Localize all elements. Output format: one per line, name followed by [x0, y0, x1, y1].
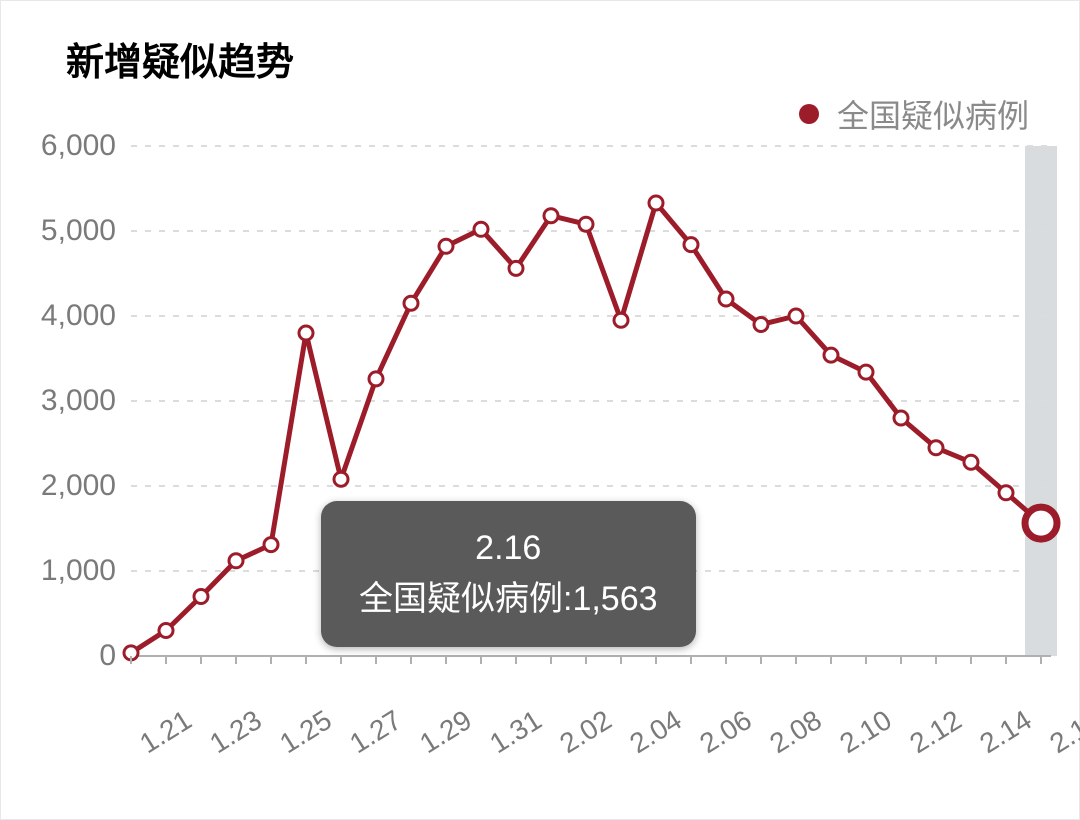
chart-title: 新增疑似趋势: [66, 31, 1059, 86]
y-axis-tick-label: 1,000: [26, 554, 116, 588]
y-axis-tick-label: 2,000: [26, 469, 116, 503]
tooltip-value: 全国疑似病例:1,563: [359, 574, 658, 625]
y-axis-tick-label: 3,000: [26, 384, 116, 418]
y-axis-tick-label: 4,000: [26, 299, 116, 333]
chart-container: 新增疑似趋势 全国疑似病例 01,0002,0003,0004,0005,000…: [0, 0, 1080, 820]
y-axis-tick-label: 0: [26, 639, 116, 673]
y-axis-tick-label: 5,000: [26, 214, 116, 248]
tooltip: 2.16 全国疑似病例:1,563: [321, 501, 696, 647]
chart-area: 01,0002,0003,0004,0005,0006,000 1.211.23…: [21, 116, 1061, 796]
tooltip-date: 2.16: [359, 523, 658, 574]
y-axis-tick-label: 6,000: [26, 129, 116, 163]
chart-svg: [21, 116, 1061, 796]
